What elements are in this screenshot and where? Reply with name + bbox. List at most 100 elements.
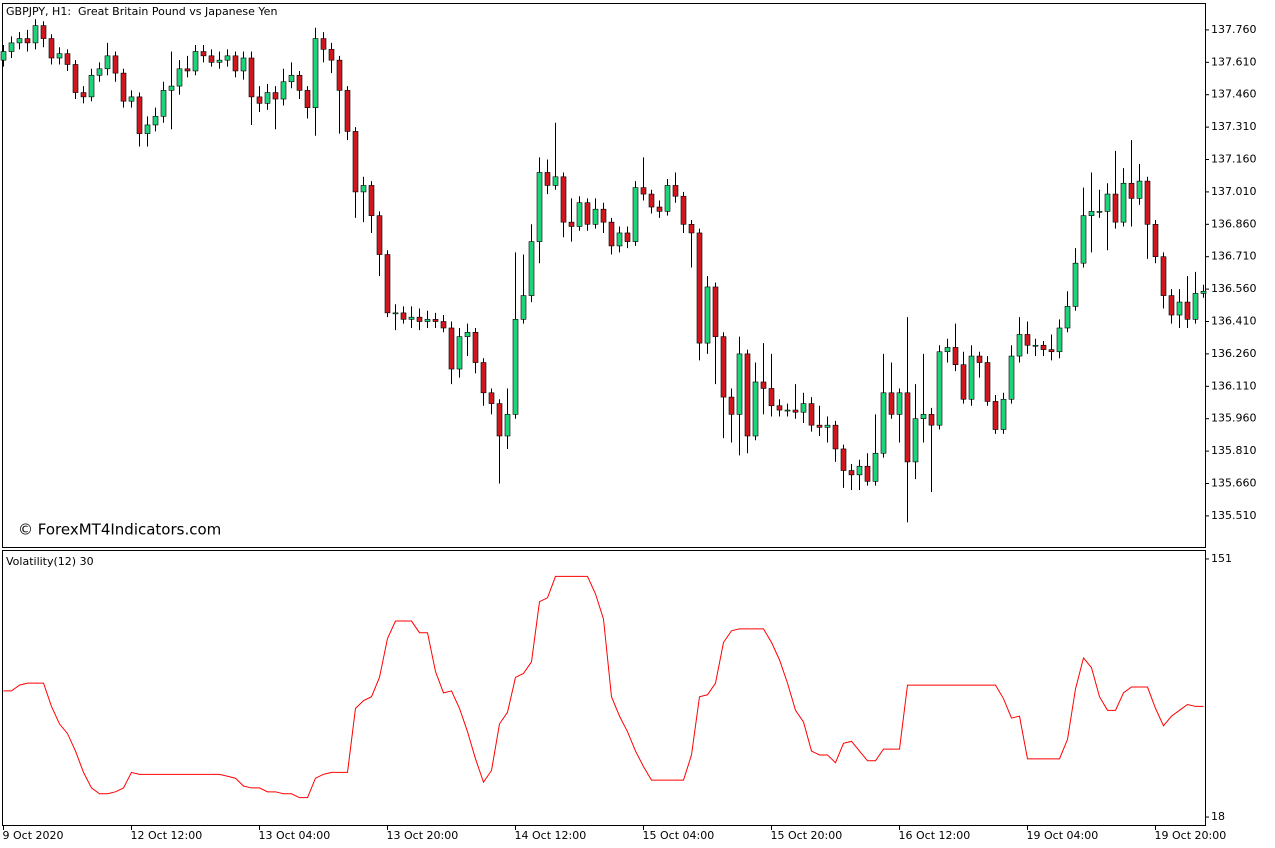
candle-body bbox=[320, 38, 327, 50]
candle-body bbox=[1144, 180, 1151, 225]
candle-body bbox=[808, 403, 815, 426]
candle-body bbox=[384, 254, 391, 314]
y-tick-label: 137.160 bbox=[1211, 153, 1257, 166]
candle-body bbox=[968, 355, 975, 400]
candle-body bbox=[432, 319, 439, 322]
candle-body bbox=[288, 74, 295, 83]
candle-body bbox=[824, 424, 831, 428]
candle-body bbox=[72, 64, 79, 93]
candle-body bbox=[800, 403, 807, 413]
candle-body bbox=[120, 72, 127, 102]
x-tick-label: 13 Oct 04:00 bbox=[259, 829, 331, 842]
candle-body bbox=[144, 124, 151, 134]
candle-body bbox=[472, 332, 479, 363]
candle-body bbox=[448, 327, 455, 370]
candle-body bbox=[528, 241, 535, 296]
candle-body bbox=[736, 353, 743, 415]
candle-body bbox=[480, 362, 487, 394]
candle-body bbox=[1064, 306, 1071, 329]
candle-body bbox=[128, 96, 135, 102]
candle-body bbox=[1040, 344, 1047, 350]
candle-body bbox=[512, 319, 519, 415]
candle-body bbox=[664, 185, 671, 212]
candle-body bbox=[248, 57, 255, 98]
candle-body bbox=[1008, 355, 1015, 400]
candle-body bbox=[48, 38, 55, 59]
watermark: © ForexMT4Indicators.com bbox=[18, 521, 221, 539]
candle-body bbox=[224, 55, 231, 61]
candle-body bbox=[232, 55, 239, 72]
candle-body bbox=[584, 202, 591, 225]
candle-body bbox=[168, 85, 175, 91]
y-tick-label: 137.310 bbox=[1211, 120, 1257, 133]
candle-body bbox=[504, 414, 511, 437]
x-tick-label: 12 Oct 12:00 bbox=[131, 829, 203, 842]
candle-body bbox=[104, 55, 111, 70]
candle-body bbox=[1088, 211, 1095, 216]
candle-body bbox=[624, 232, 631, 242]
candle-body bbox=[344, 90, 351, 132]
candle-body bbox=[792, 409, 799, 413]
candle-body bbox=[360, 185, 367, 193]
candle-body bbox=[856, 465, 863, 476]
candle-body bbox=[640, 187, 647, 195]
y-tick-label: 137.010 bbox=[1211, 185, 1257, 198]
candle-body bbox=[936, 351, 943, 426]
candle-body bbox=[696, 232, 703, 344]
x-tick-label: 19 Oct 20:00 bbox=[1155, 829, 1227, 842]
x-tick-label: 15 Oct 20:00 bbox=[771, 829, 843, 842]
candle-body bbox=[616, 232, 623, 247]
y-tick-label: 136.260 bbox=[1211, 347, 1257, 360]
candle-body bbox=[1112, 193, 1119, 223]
y-tick-label: 137.610 bbox=[1211, 55, 1257, 68]
candle-body bbox=[672, 185, 679, 197]
candle-body bbox=[240, 57, 247, 72]
candle-body bbox=[1048, 349, 1055, 353]
candle-body bbox=[1080, 215, 1087, 264]
candle-body bbox=[1072, 262, 1079, 307]
candle-body bbox=[336, 59, 343, 91]
candle-body bbox=[264, 92, 271, 104]
candle-body bbox=[256, 96, 263, 104]
candle-body bbox=[64, 53, 71, 65]
candle-body bbox=[1000, 398, 1007, 430]
y-tick-label: 135.510 bbox=[1211, 509, 1257, 522]
y-tick-label: 135.660 bbox=[1211, 476, 1257, 489]
candle-body bbox=[1016, 334, 1023, 357]
candle-body bbox=[832, 424, 839, 450]
y-tick-label: 137.460 bbox=[1211, 88, 1257, 101]
indicator-title: Volatility(12) 30 bbox=[6, 555, 94, 568]
x-tick-label: 9 Oct 2020 bbox=[3, 829, 64, 842]
candle-body bbox=[784, 409, 791, 412]
candle-body bbox=[488, 392, 495, 404]
candle-body bbox=[416, 316, 423, 322]
candle-body bbox=[568, 221, 575, 227]
candle-body bbox=[368, 185, 375, 216]
candle-body bbox=[0, 51, 7, 61]
candle-body bbox=[544, 172, 551, 186]
y-tick-label: 136.560 bbox=[1211, 282, 1257, 295]
candle-body bbox=[1152, 224, 1159, 258]
candle-body bbox=[272, 92, 279, 100]
candle-body bbox=[160, 90, 167, 117]
candle-body bbox=[816, 424, 823, 428]
indicator-line bbox=[3, 575, 1204, 799]
candle-body bbox=[1032, 344, 1039, 347]
candle-body bbox=[1128, 182, 1135, 199]
candle-body bbox=[96, 68, 103, 76]
y-tick-label: 136.710 bbox=[1211, 250, 1257, 263]
candle-body bbox=[1096, 211, 1103, 213]
candle-body bbox=[296, 74, 303, 91]
candle-body bbox=[520, 295, 527, 320]
candle-body bbox=[976, 355, 983, 363]
candle-body bbox=[728, 396, 735, 415]
candle-body bbox=[152, 116, 159, 126]
y-tick-label: 135.810 bbox=[1211, 444, 1257, 457]
candle-body bbox=[928, 414, 935, 426]
candle-body bbox=[744, 353, 751, 437]
candle-body bbox=[88, 74, 95, 98]
candle-body bbox=[208, 55, 215, 63]
candle-body bbox=[688, 224, 695, 234]
candle-body bbox=[1024, 334, 1031, 346]
